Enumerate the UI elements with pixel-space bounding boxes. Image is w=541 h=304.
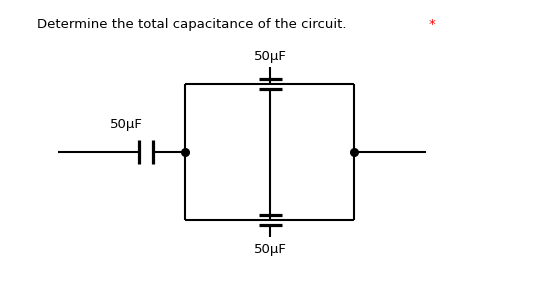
Text: Determine the total capacitance of the circuit.: Determine the total capacitance of the c… <box>37 18 346 31</box>
Text: 50μF: 50μF <box>109 118 142 131</box>
Text: 50μF: 50μF <box>254 244 287 257</box>
Text: 50μF: 50μF <box>254 50 287 63</box>
Text: *: * <box>429 18 436 31</box>
